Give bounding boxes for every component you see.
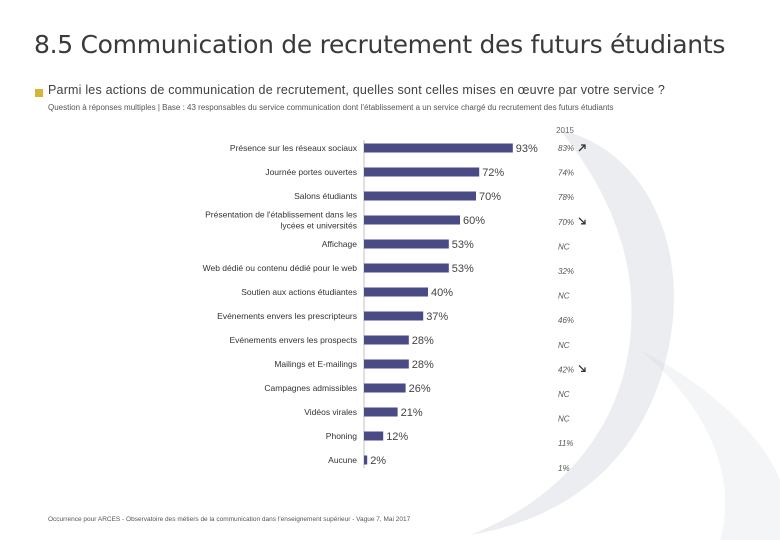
value-label: 70% bbox=[479, 191, 501, 203]
comparison-value-label: 78% bbox=[558, 193, 574, 202]
arrow-down-right-icon bbox=[578, 217, 586, 225]
category-label: Evénements envers les prospects bbox=[229, 335, 357, 345]
bar bbox=[364, 335, 409, 345]
arrow-up-right-icon bbox=[578, 144, 586, 152]
comparison-value-label: 46% bbox=[558, 316, 574, 325]
bar bbox=[364, 431, 384, 441]
comparison-value-label: 42% bbox=[558, 365, 574, 374]
bar bbox=[364, 263, 449, 273]
comparison-value-label: 11% bbox=[558, 439, 573, 448]
category-label: Présentation de l'établissement dans les bbox=[205, 210, 357, 220]
source-footer: Occurrence pour ARCES - Observatoire des… bbox=[48, 516, 411, 523]
value-label: 28% bbox=[412, 359, 434, 371]
page-title: 8.5 Communication de recrutement des fut… bbox=[34, 30, 726, 59]
comparison-year-label: 2015 bbox=[556, 126, 574, 135]
survey-base-note: Question à réponses multiples | Base : 4… bbox=[48, 103, 614, 112]
category-label: lycées et universités bbox=[280, 221, 357, 231]
comparison-value-label: 74% bbox=[558, 169, 574, 178]
swirl-shape bbox=[470, 130, 674, 535]
arrow-down-right-icon bbox=[578, 364, 586, 373]
comparison-value-label: NC bbox=[558, 242, 570, 251]
bar bbox=[364, 287, 428, 297]
value-label: 12% bbox=[386, 431, 408, 443]
comparison-value-label: NC bbox=[558, 341, 570, 350]
comparison-value-label: 32% bbox=[558, 267, 574, 276]
comparison-value-label: 70% bbox=[558, 218, 574, 227]
value-label: 93% bbox=[516, 143, 538, 155]
value-label: 53% bbox=[452, 239, 474, 251]
comparison-value-label: 1% bbox=[558, 464, 570, 473]
swirl-shape-inner bbox=[640, 350, 780, 540]
bar bbox=[364, 215, 460, 225]
bar bbox=[364, 359, 409, 369]
survey-question: Parmi les actions de communication de re… bbox=[48, 83, 666, 97]
bar bbox=[364, 383, 406, 393]
comparison-value-label: NC bbox=[558, 415, 570, 424]
bullet-square-icon bbox=[35, 89, 43, 97]
category-label: Affichage bbox=[322, 239, 358, 249]
category-label: Présence sur les réseaux sociaux bbox=[230, 143, 358, 153]
category-label: Phoning bbox=[326, 431, 357, 441]
value-label: 2% bbox=[370, 455, 386, 467]
value-label: 37% bbox=[426, 311, 448, 323]
bar bbox=[364, 239, 449, 249]
value-label: 72% bbox=[482, 167, 504, 179]
comparison-value-label: 83% bbox=[558, 144, 574, 153]
value-label: 26% bbox=[409, 383, 431, 395]
value-label: 40% bbox=[431, 287, 453, 299]
category-label: Vidéos virales bbox=[304, 407, 357, 417]
bar bbox=[364, 143, 513, 153]
bar bbox=[364, 167, 480, 177]
value-label: 60% bbox=[463, 215, 485, 227]
category-label: Evénements envers les prescripteurs bbox=[217, 311, 357, 321]
bar bbox=[364, 407, 398, 417]
bar bbox=[364, 311, 424, 321]
value-label: 21% bbox=[401, 407, 423, 419]
value-label: 28% bbox=[412, 335, 434, 347]
category-label: Aucune bbox=[328, 455, 357, 465]
category-label: Mailings et E-mailings bbox=[274, 359, 357, 369]
category-label: Web dédié ou contenu dédié pour le web bbox=[203, 263, 358, 273]
value-label: 53% bbox=[452, 263, 474, 275]
comparison-value-label: NC bbox=[558, 390, 570, 399]
category-label: Salons étudiants bbox=[294, 191, 357, 201]
bar bbox=[364, 191, 476, 201]
comparison-value-label: NC bbox=[558, 292, 570, 301]
bar bbox=[364, 455, 368, 465]
category-label: Journée portes ouvertes bbox=[265, 167, 357, 177]
category-label: Campagnes admissibles bbox=[264, 383, 357, 393]
category-label: Soutien aux actions étudiantes bbox=[241, 287, 357, 297]
